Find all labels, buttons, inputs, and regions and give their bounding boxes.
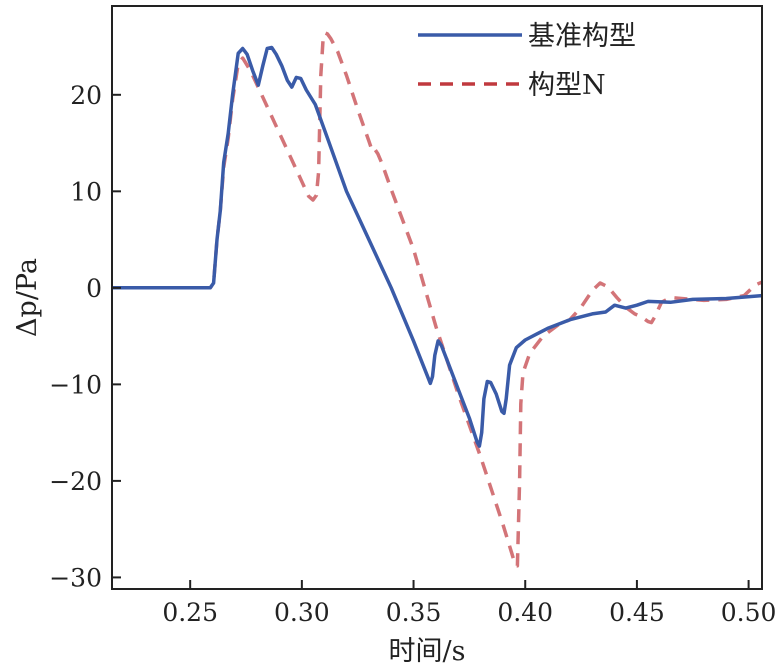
x-tick-label: 0.25 xyxy=(162,598,218,627)
y-tick-label: 10 xyxy=(70,177,102,206)
y-tick-label: 20 xyxy=(70,81,102,110)
y-tick-label: −30 xyxy=(49,563,102,592)
series-line-config-n xyxy=(112,31,762,568)
y-tick-label: −20 xyxy=(49,467,102,496)
x-axis-title: 时间/s xyxy=(389,636,466,665)
x-tick-label: 0.35 xyxy=(386,598,442,627)
x-tick-label: 0.45 xyxy=(609,598,665,627)
x-tick-label: 0.50 xyxy=(721,598,775,627)
y-tick-label: 0 xyxy=(86,274,102,303)
x-tick-label: 0.40 xyxy=(497,598,553,627)
plot-frame xyxy=(111,5,763,590)
x-tick-label: 0.30 xyxy=(274,598,330,627)
y-tick-label: −10 xyxy=(49,370,102,399)
series-line-baseline xyxy=(112,45,762,448)
y-axis-title: Δp/Pa xyxy=(12,258,43,337)
x-axis: 0.25 0.30 0.35 0.40 0.45 0.50 xyxy=(162,580,775,627)
legend: 基准构型 构型N xyxy=(418,21,636,101)
legend-label-baseline: 基准构型 xyxy=(528,21,636,52)
plot-lines xyxy=(112,31,762,568)
y-axis: 20 10 0 −10 −20 −30 xyxy=(49,81,121,592)
legend-label-config-n: 构型N xyxy=(528,70,606,101)
